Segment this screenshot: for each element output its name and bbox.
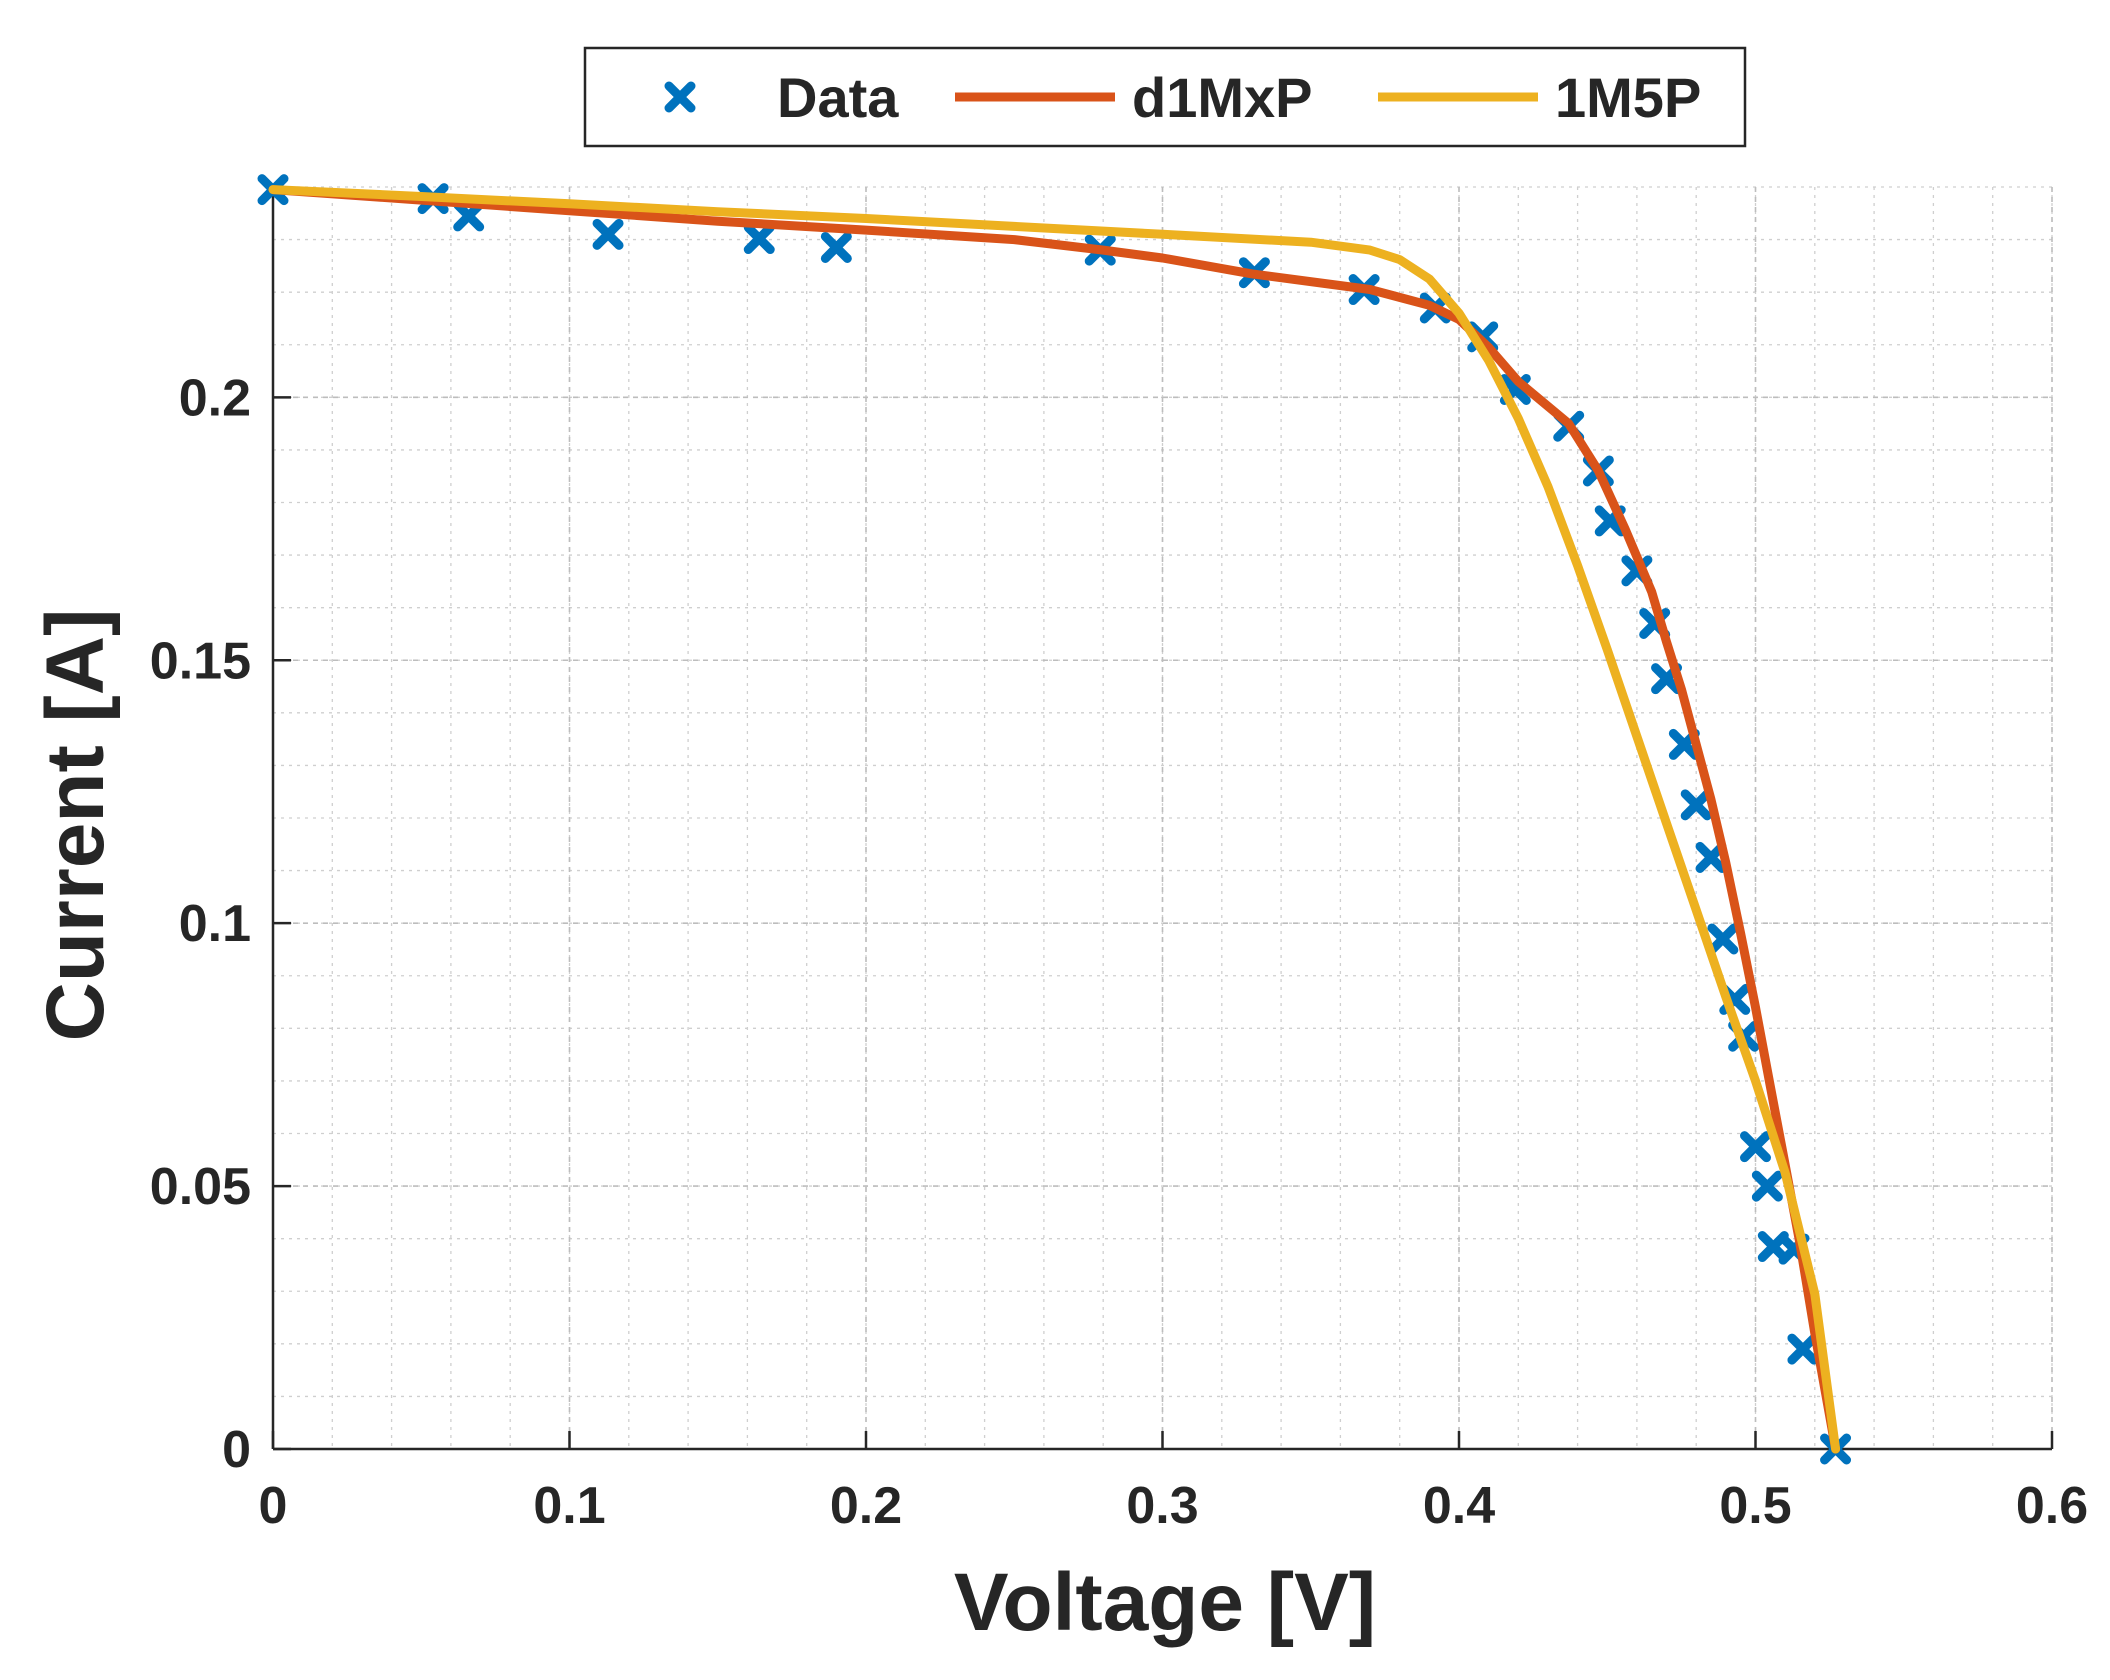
legend-box [583,46,1747,148]
legend-entry-Data: Data [664,66,899,129]
legend-label: d1MxP [1132,66,1313,129]
y-tick-label: 0 [222,1421,251,1479]
x-axis-label: Voltage [V] [954,1557,1376,1648]
legend-entry-d1MxP: d1MxP [955,66,1313,129]
x-tick-label: 0.1 [533,1477,605,1535]
series-line [268,185,1841,1454]
legend-entry-1M5P: 1M5P [1378,66,1701,129]
data-point [743,223,775,255]
y-tick-label: 0.05 [150,1158,251,1216]
data-point [453,200,485,232]
x-tick-label: 0.6 [2016,1477,2088,1535]
data-point [1787,1333,1819,1365]
x-tick-label: 0 [259,1477,288,1535]
x-tick-label: 0.5 [1719,1477,1791,1535]
legend-marker [664,81,696,113]
ticks: 0 0.1 0.2 0.3 0.4 0.5 0.6 0 0.05 0.1 0.15 0.2 [150,369,2088,1535]
data-point [1680,789,1712,821]
y-tick-label: 0.15 [150,632,251,690]
series-1M5P [268,185,1841,1454]
y-tick-label: 0.2 [179,369,251,427]
legend-label: 1M5P [1555,66,1701,129]
legend-label: Data [777,66,899,129]
legend: Data d1MxP 1M5P [583,46,1747,148]
series-line [268,185,1841,1454]
data-point [592,218,624,250]
series-layer [257,174,1852,1465]
data-point [820,231,852,263]
y-tick-label: 0.1 [179,895,251,953]
x-tick-label: 0.4 [1423,1477,1495,1535]
x-tick-label: 0.3 [1126,1477,1198,1535]
data-point [1751,1170,1783,1202]
data-point [1740,1131,1771,1163]
data-point [1707,923,1739,955]
x-tick-label: 0.2 [830,1477,902,1535]
series-d1MxP [268,185,1841,1454]
y-axis-label: Current [A] [30,609,121,1042]
